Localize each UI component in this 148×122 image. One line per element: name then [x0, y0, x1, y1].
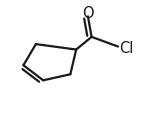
Text: O: O — [82, 6, 94, 21]
Text: Cl: Cl — [119, 41, 133, 56]
